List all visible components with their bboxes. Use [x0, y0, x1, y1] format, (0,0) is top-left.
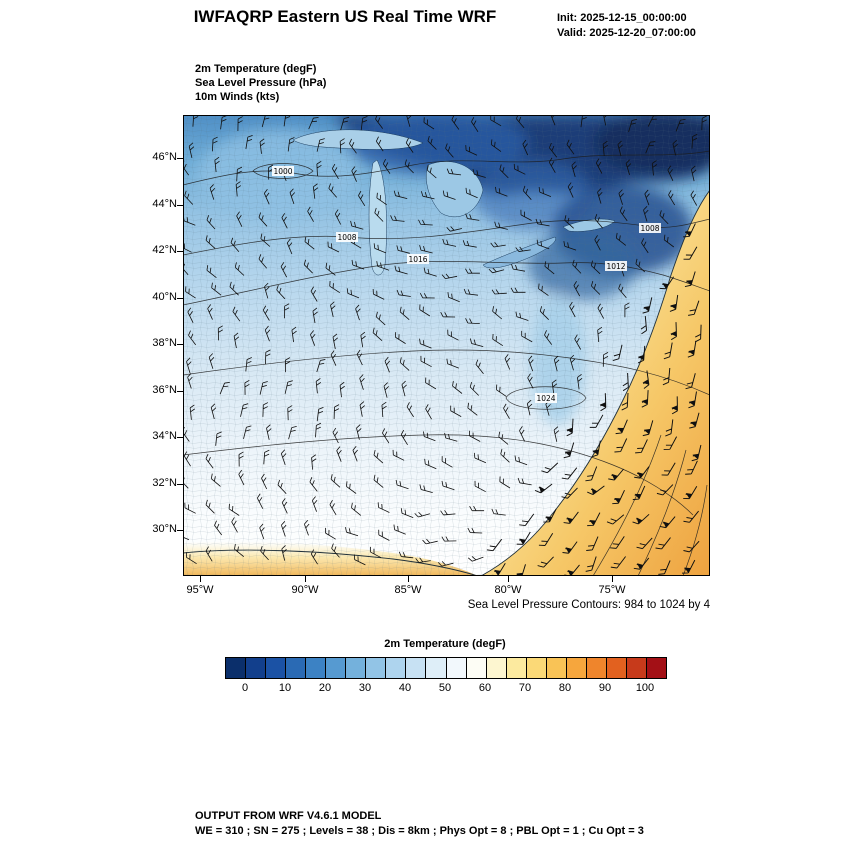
contour-label: 1024 [536, 394, 555, 403]
lat-tick-label: 44°N [152, 197, 177, 210]
colorbar-tick-label: 100 [635, 682, 655, 694]
field-label: 10m Winds (kts) [195, 91, 280, 103]
lat-axis-tick [177, 204, 183, 206]
lon-tick-label: 75°W [598, 584, 626, 596]
colorbar-tick-label: 90 [598, 682, 612, 694]
colorbar-cell [606, 658, 627, 678]
contour-label: 1008 [640, 224, 659, 233]
colorbar-cell [446, 658, 467, 678]
lon-axis-tick [612, 576, 613, 582]
colorbar-cell [366, 658, 387, 678]
colorbar-tick-label: 30 [358, 682, 372, 694]
colorbar-cell [326, 658, 347, 678]
colorbar-tick-label: 0 [241, 682, 249, 694]
lat-axis-tick [177, 158, 183, 159]
colorbar-cell [346, 658, 367, 678]
colorbar-cell [646, 658, 667, 678]
page-title: IWFAQRP Eastern US Real Time WRF [193, 7, 497, 26]
colorbar-cell [306, 658, 327, 678]
map-frame [183, 115, 710, 576]
colorbar-title: 2m Temperature (degF) [384, 638, 506, 650]
valid-time: Valid: 2025-12-20_07:00:00 [557, 27, 696, 39]
lat-tick-label: 36°N [152, 383, 177, 396]
colorbar-tick-label: 20 [318, 682, 332, 694]
great-lakes [292, 129, 616, 276]
lon-tick-label: 95°W [186, 584, 214, 596]
colorbar-cell [566, 658, 587, 678]
atlantic-warm-region [481, 190, 710, 576]
lat-tick-label: 38°N [152, 337, 177, 349]
slp-contour-note: Sea Level Pressure Contours: 984 to 1024… [467, 599, 710, 611]
colorbar-cell [266, 658, 287, 678]
model-config: WE = 310 ; SN = 275 ; Levels = 38 ; Dis … [195, 825, 644, 837]
lon-axis-tick [200, 576, 201, 582]
contour-label: 1012 [606, 262, 625, 271]
lat-tick-label: 32°N [152, 476, 177, 489]
field-label: Sea Level Pressure (hPa) [195, 77, 327, 89]
colorbar-cell [526, 658, 547, 678]
lat-axis-tick [177, 390, 183, 392]
colorbar [225, 657, 667, 679]
contour-label: 1008 [337, 233, 356, 242]
gulf-coastline [183, 549, 479, 576]
run-times: Init: 2025-12-15_00:00:00 Valid: 2025-12… [557, 11, 696, 41]
lat-axis-tick [177, 530, 183, 531]
lat-tick-label: 42°N [152, 244, 177, 256]
model-version: OUTPUT FROM WRF V4.6.1 MODEL [195, 810, 382, 822]
lat-axis-tick [177, 251, 183, 252]
lat-tick-label: 46°N [152, 151, 177, 163]
colorbar-tick-labels: 0 10 20 30 40 50 60 70 80 90 100 [225, 682, 665, 696]
lat-tick-label: 40°N [152, 290, 177, 303]
contour-label: 1000 [273, 167, 292, 176]
init-time: Init: 2025-12-15_00:00:00 [557, 12, 687, 24]
colorbar-cell [246, 658, 267, 678]
colorbar-tick-label: 60 [478, 682, 492, 694]
lat-tick-label: 30°N [152, 523, 177, 535]
wind-barbs [183, 115, 707, 576]
weather-map: 1000 1008 1016 1012 1008 1024 [183, 115, 710, 576]
lon-axis-tick [305, 576, 306, 582]
map-plot: 1000 1008 1016 1012 1008 1024 [183, 115, 710, 576]
atlantic-coastline [480, 189, 710, 576]
lon-tick-label: 80°W [494, 584, 522, 596]
colorbar-cell [626, 658, 647, 678]
colorbar-cell [406, 658, 427, 678]
lat-axis-tick [177, 297, 183, 299]
colorbar-cell [426, 658, 447, 678]
colorbar-cell [486, 658, 507, 678]
colorbar-cell [506, 658, 527, 678]
lon-tick-label: 85°W [394, 584, 422, 596]
contour-label-layer: 1000 1008 1016 1012 1008 1024 [272, 166, 661, 403]
colorbar-cell [226, 658, 247, 678]
field-list: 2m Temperature (degF) Sea Level Pressure … [195, 62, 326, 104]
lat-axis-tick [177, 344, 183, 345]
lat-axis-tick [177, 483, 183, 485]
colorbar-cell [586, 658, 607, 678]
colorbar-tick-label: 70 [518, 682, 532, 694]
model-footer: OUTPUT FROM WRF V4.6.1 MODEL WE = 310 ; … [195, 809, 644, 839]
lon-axis-tick [508, 576, 509, 582]
colorbar-cell [286, 658, 307, 678]
colorbar-cell [386, 658, 407, 678]
colorbar-tick-label: 80 [558, 682, 572, 694]
lat-tick-label: 34°N [152, 430, 177, 442]
colorbar-tick-label: 50 [438, 682, 452, 694]
colorbar-cell [546, 658, 567, 678]
lon-axis-tick [408, 576, 409, 582]
colorbar-cell [466, 658, 487, 678]
lon-tick-label: 90°W [291, 584, 319, 596]
colorbar-tick-label: 40 [398, 682, 412, 694]
field-label: 2m Temperature (degF) [195, 63, 317, 75]
contour-label: 1016 [408, 255, 427, 264]
colorbar-tick-label: 10 [278, 682, 292, 694]
lat-axis-tick [177, 437, 183, 438]
